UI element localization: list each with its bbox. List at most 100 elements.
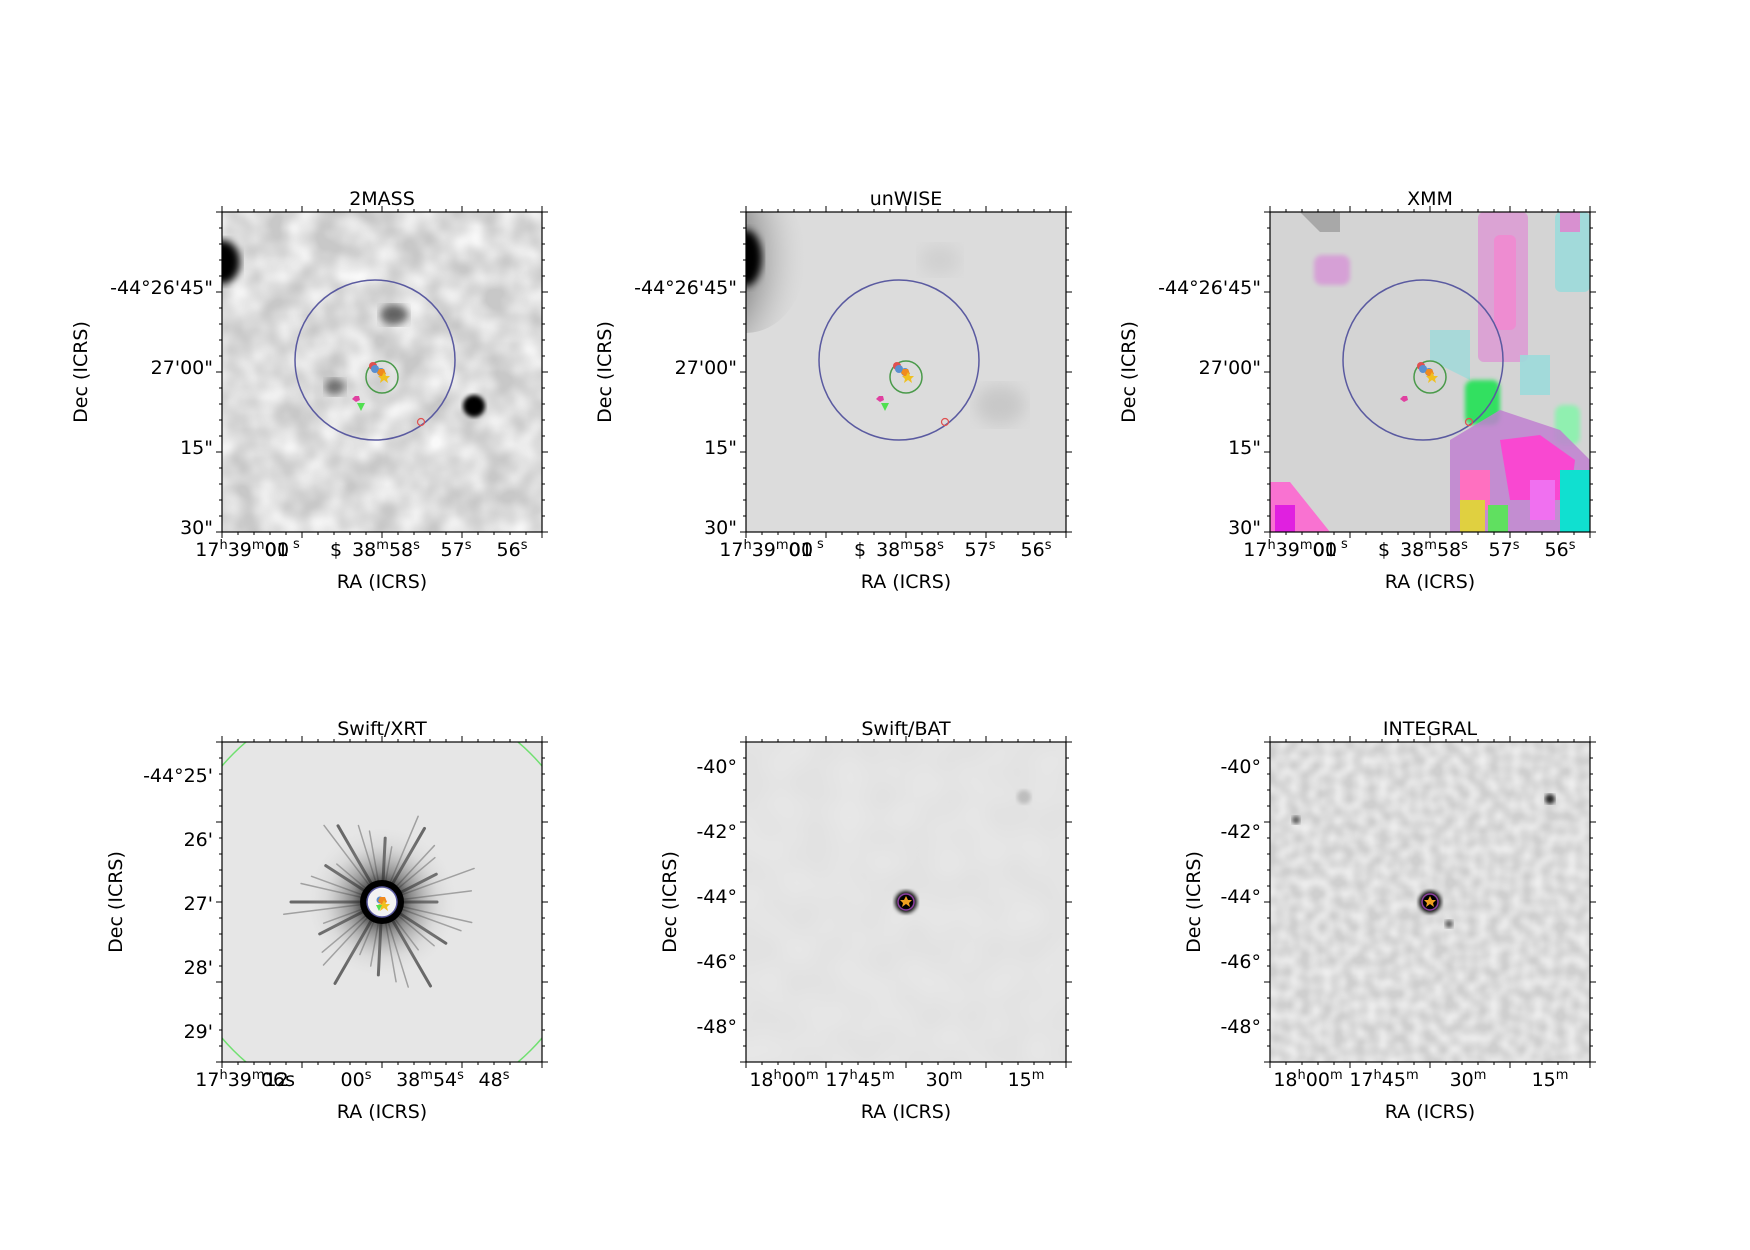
x-tick-label: 17h39m12 (195, 1068, 288, 1091)
image-unwise (746, 212, 1066, 532)
panel-2mass: 2MASS RA (ICRS) Dec (ICRS) -44°26'45" 27… (70, 188, 543, 593)
y-axis-label: Dec (ICRS) (105, 851, 127, 953)
panel-integral: INTEGRAL RA (ICRS) Dec (ICRS) -40° -42° … (1183, 718, 1591, 1123)
marker-star (1424, 896, 1436, 907)
panel-title: XMM (1407, 188, 1453, 210)
x-tick-label: 38m54s (396, 1068, 464, 1091)
x-tick-label: s (817, 537, 824, 552)
error-circle-large (818, 279, 980, 441)
x-tick-label: 18h00m (749, 1068, 818, 1091)
x-tick-labels: 18h00m 17h45m 30m 15m (1273, 1068, 1568, 1091)
x-tick-label: 06s (261, 1069, 295, 1091)
source-markers (1400, 362, 1474, 427)
y-tick-label: -40° (696, 756, 737, 778)
x-tick-label: 17h45m (825, 1068, 894, 1091)
x-tick-label: $ (854, 539, 866, 561)
y-tick-label: -44°26'45" (110, 277, 213, 299)
error-circle-large (1421, 893, 1439, 911)
x-axis-label: RA (ICRS) (1385, 571, 1475, 593)
y-tick-label: -44°26'45" (1158, 277, 1261, 299)
panel-swift-bat: Swift/BAT RA (ICRS) Dec (ICRS) -40° -42°… (659, 718, 1067, 1123)
marker-green-triangle (357, 403, 365, 411)
y-tick-label: 26' (184, 829, 213, 851)
y-tick-label: -42° (696, 821, 737, 843)
y-axis-label: Dec (ICRS) (70, 321, 92, 423)
axis-tick-marks (216, 206, 1596, 1068)
marker-blue-dot (371, 365, 379, 373)
y-tick-label: 15" (180, 437, 213, 459)
x-tick-label: 00 (1313, 539, 1337, 561)
y-tick-label: 27'00" (675, 357, 737, 379)
panel-swift-xrt: Swift/XRT RA (ICRS) Dec (ICRS) -44°25' 2… (105, 718, 543, 1123)
error-circle-large (1342, 279, 1504, 441)
x-tick-label: 17h39m01 (719, 538, 812, 561)
x-axis-label: RA (ICRS) (861, 1101, 951, 1123)
x-tick-label: 38m58s (352, 538, 420, 561)
x-tick-label: 18h00m (1273, 1068, 1342, 1091)
x-axis-label: RA (ICRS) (1385, 1101, 1475, 1123)
marker-pink-pentagon (352, 396, 360, 402)
marker-red-circle (416, 417, 426, 427)
x-tick-label: 30m (926, 1068, 963, 1091)
panel-title: Swift/BAT (861, 718, 951, 740)
x-tick-label: s (293, 537, 300, 552)
x-tick-label: 56s (497, 538, 528, 561)
x-tick-label: 00 (789, 539, 813, 561)
error-circle-large (294, 279, 456, 441)
x-tick-label: 17h39m01 (1243, 538, 1336, 561)
x-tick-label: 56s (1545, 538, 1576, 561)
y-tick-label: -46° (1220, 951, 1261, 973)
panel-unwise: unWISE RA (ICRS) Dec (ICRS) -44°26'45" 2… (594, 188, 1067, 593)
x-tick-labels: 17h39m01 00 s $ 38m58s 57s 56s (195, 537, 527, 561)
x-axis-label: RA (ICRS) (337, 571, 427, 593)
x-tick-label: 00s (341, 1068, 372, 1091)
error-circle-large (897, 893, 915, 911)
y-tick-label: -46° (696, 951, 737, 973)
x-axis-label: RA (ICRS) (337, 1101, 427, 1123)
x-tick-label: 38m58s (1400, 538, 1468, 561)
x-tick-label: 17h39m01 (195, 538, 288, 561)
x-tick-label: 57s (1489, 538, 1520, 561)
y-tick-label: -44° (1220, 886, 1261, 908)
y-tick-labels: -44°26'45" 27'00" 15" 30" (1158, 277, 1261, 539)
error-circle-small (1413, 360, 1447, 394)
x-tick-label: 38m58s (876, 538, 944, 561)
x-tick-labels: 18h00m 17h45m 30m 15m (749, 1068, 1044, 1091)
y-tick-label: 15" (704, 437, 737, 459)
x-tick-label: 15m (1532, 1068, 1569, 1091)
source-markers (876, 362, 950, 427)
y-tick-label: 29' (184, 1021, 213, 1043)
x-tick-labels: 17h39m12 06s 00s 38m54s 48s (195, 1068, 509, 1091)
y-tick-label: 28' (184, 957, 213, 979)
x-tick-label: $ (1378, 539, 1390, 561)
y-tick-label: -44° (696, 886, 737, 908)
source-markers (352, 362, 426, 427)
panel-title: Swift/XRT (337, 718, 427, 740)
error-circle-small (365, 360, 399, 394)
x-axis-label: RA (ICRS) (861, 571, 951, 593)
x-tick-label: 57s (965, 538, 996, 561)
y-tick-labels: -44°25' 26' 27' 28' 29' (143, 765, 213, 1043)
y-tick-label: -42° (1220, 821, 1261, 843)
marker-star (378, 372, 390, 383)
y-tick-label: -40° (1220, 756, 1261, 778)
y-tick-label: 27'00" (1199, 357, 1261, 379)
x-tick-label: s (1341, 537, 1348, 552)
y-axis-label: Dec (ICRS) (1118, 321, 1140, 423)
panel-title: INTEGRAL (1383, 718, 1478, 740)
x-tick-label: 15m (1008, 1068, 1045, 1091)
y-tick-label: 30" (1228, 517, 1261, 539)
y-tick-label: -44°26'45" (634, 277, 737, 299)
x-tick-labels: 17h39m01 00 s $ 38m58s 57s 56s (1243, 537, 1575, 561)
panel-xmm: XMM RA (ICRS) Dec (ICRS) -44°26'45" 27'0… (1118, 188, 1591, 593)
y-tick-labels: -40° -42° -44° -46° -48° (1220, 756, 1261, 1038)
x-tick-label: 57s (441, 538, 472, 561)
y-tick-label: 30" (180, 517, 213, 539)
source-markers (376, 896, 390, 911)
error-circle-small (889, 360, 923, 394)
x-tick-label: 56s (1021, 538, 1052, 561)
y-axis-label: Dec (ICRS) (659, 851, 681, 953)
y-tick-label: -48° (696, 1016, 737, 1038)
x-tick-label: $ (330, 539, 342, 561)
